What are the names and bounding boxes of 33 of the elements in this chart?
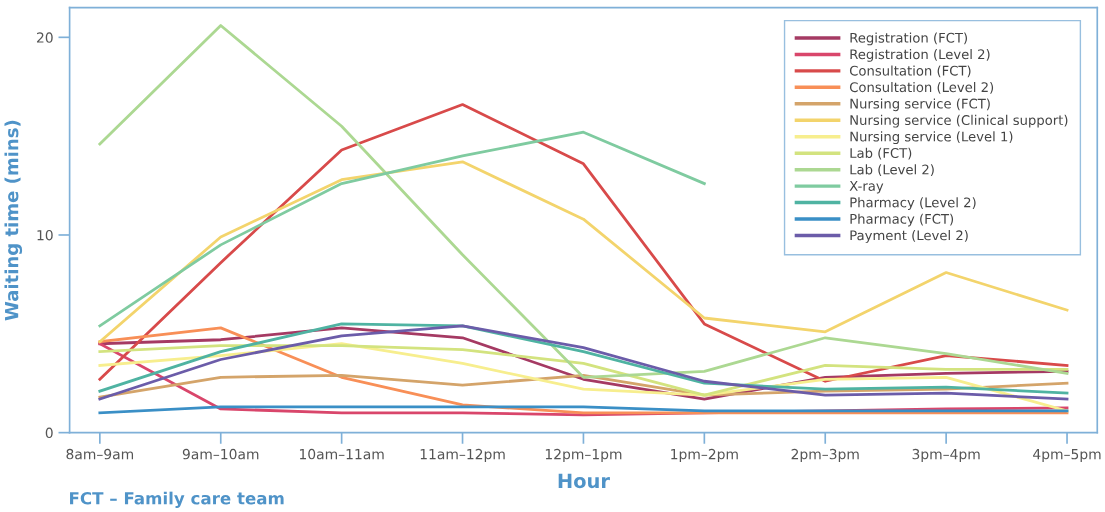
legend-label: Lab (Level 2) <box>850 164 934 177</box>
line-series <box>98 160 1069 344</box>
x-tick-label: 3pm–4pm <box>912 448 980 463</box>
legend-label: Nursing service (Level 1) <box>850 131 1013 145</box>
y-tick-label: 10 <box>37 229 53 241</box>
legend-label: X-ray <box>849 181 884 194</box>
x-tick-label: 4pm–5pm <box>1033 449 1101 463</box>
legend-label: Registration (Level 2) <box>850 48 990 62</box>
line-series <box>98 326 1069 415</box>
x-tick-label: 10am–11am <box>299 448 384 460</box>
x-tick-label: 12pm–1pm <box>545 448 622 463</box>
legend-label: Consultation (Level 2) <box>849 81 994 94</box>
text: FCT – Family care team <box>70 491 284 508</box>
x-tick-label: 9am–10am <box>182 448 259 460</box>
legend-label: Consultation (FCT) <box>849 65 971 78</box>
y-tick-label: 0 <box>45 427 53 439</box>
x-tick-label: 2pm–3pm <box>791 448 859 463</box>
x-tick-label: 8am–9am <box>66 448 134 460</box>
y-tick-label: 20 <box>36 32 53 43</box>
legend-label: Nursing service (Clinical support) <box>850 114 1068 128</box>
legend-label: Payment (Level 2) <box>850 230 968 243</box>
line-series <box>98 24 1069 379</box>
legend-label: Pharmacy (Level 2) <box>850 197 976 210</box>
legend-label: Nursing service (FCT) <box>850 98 990 112</box>
legend-label: Pharmacy (FCT) <box>850 213 954 227</box>
x-axis-title: Hour <box>558 473 610 489</box>
x-tick-label: 1pm–2pm <box>671 448 738 463</box>
line-series <box>98 130 706 328</box>
legend-label: Lab (FCT) <box>850 147 912 160</box>
y-axis-title: Waiting time (mins) <box>4 120 23 321</box>
line-series <box>98 344 1069 397</box>
x-tick-label: 11am–12pm <box>420 448 505 463</box>
legend-label: Registration (FCT) <box>850 32 967 46</box>
